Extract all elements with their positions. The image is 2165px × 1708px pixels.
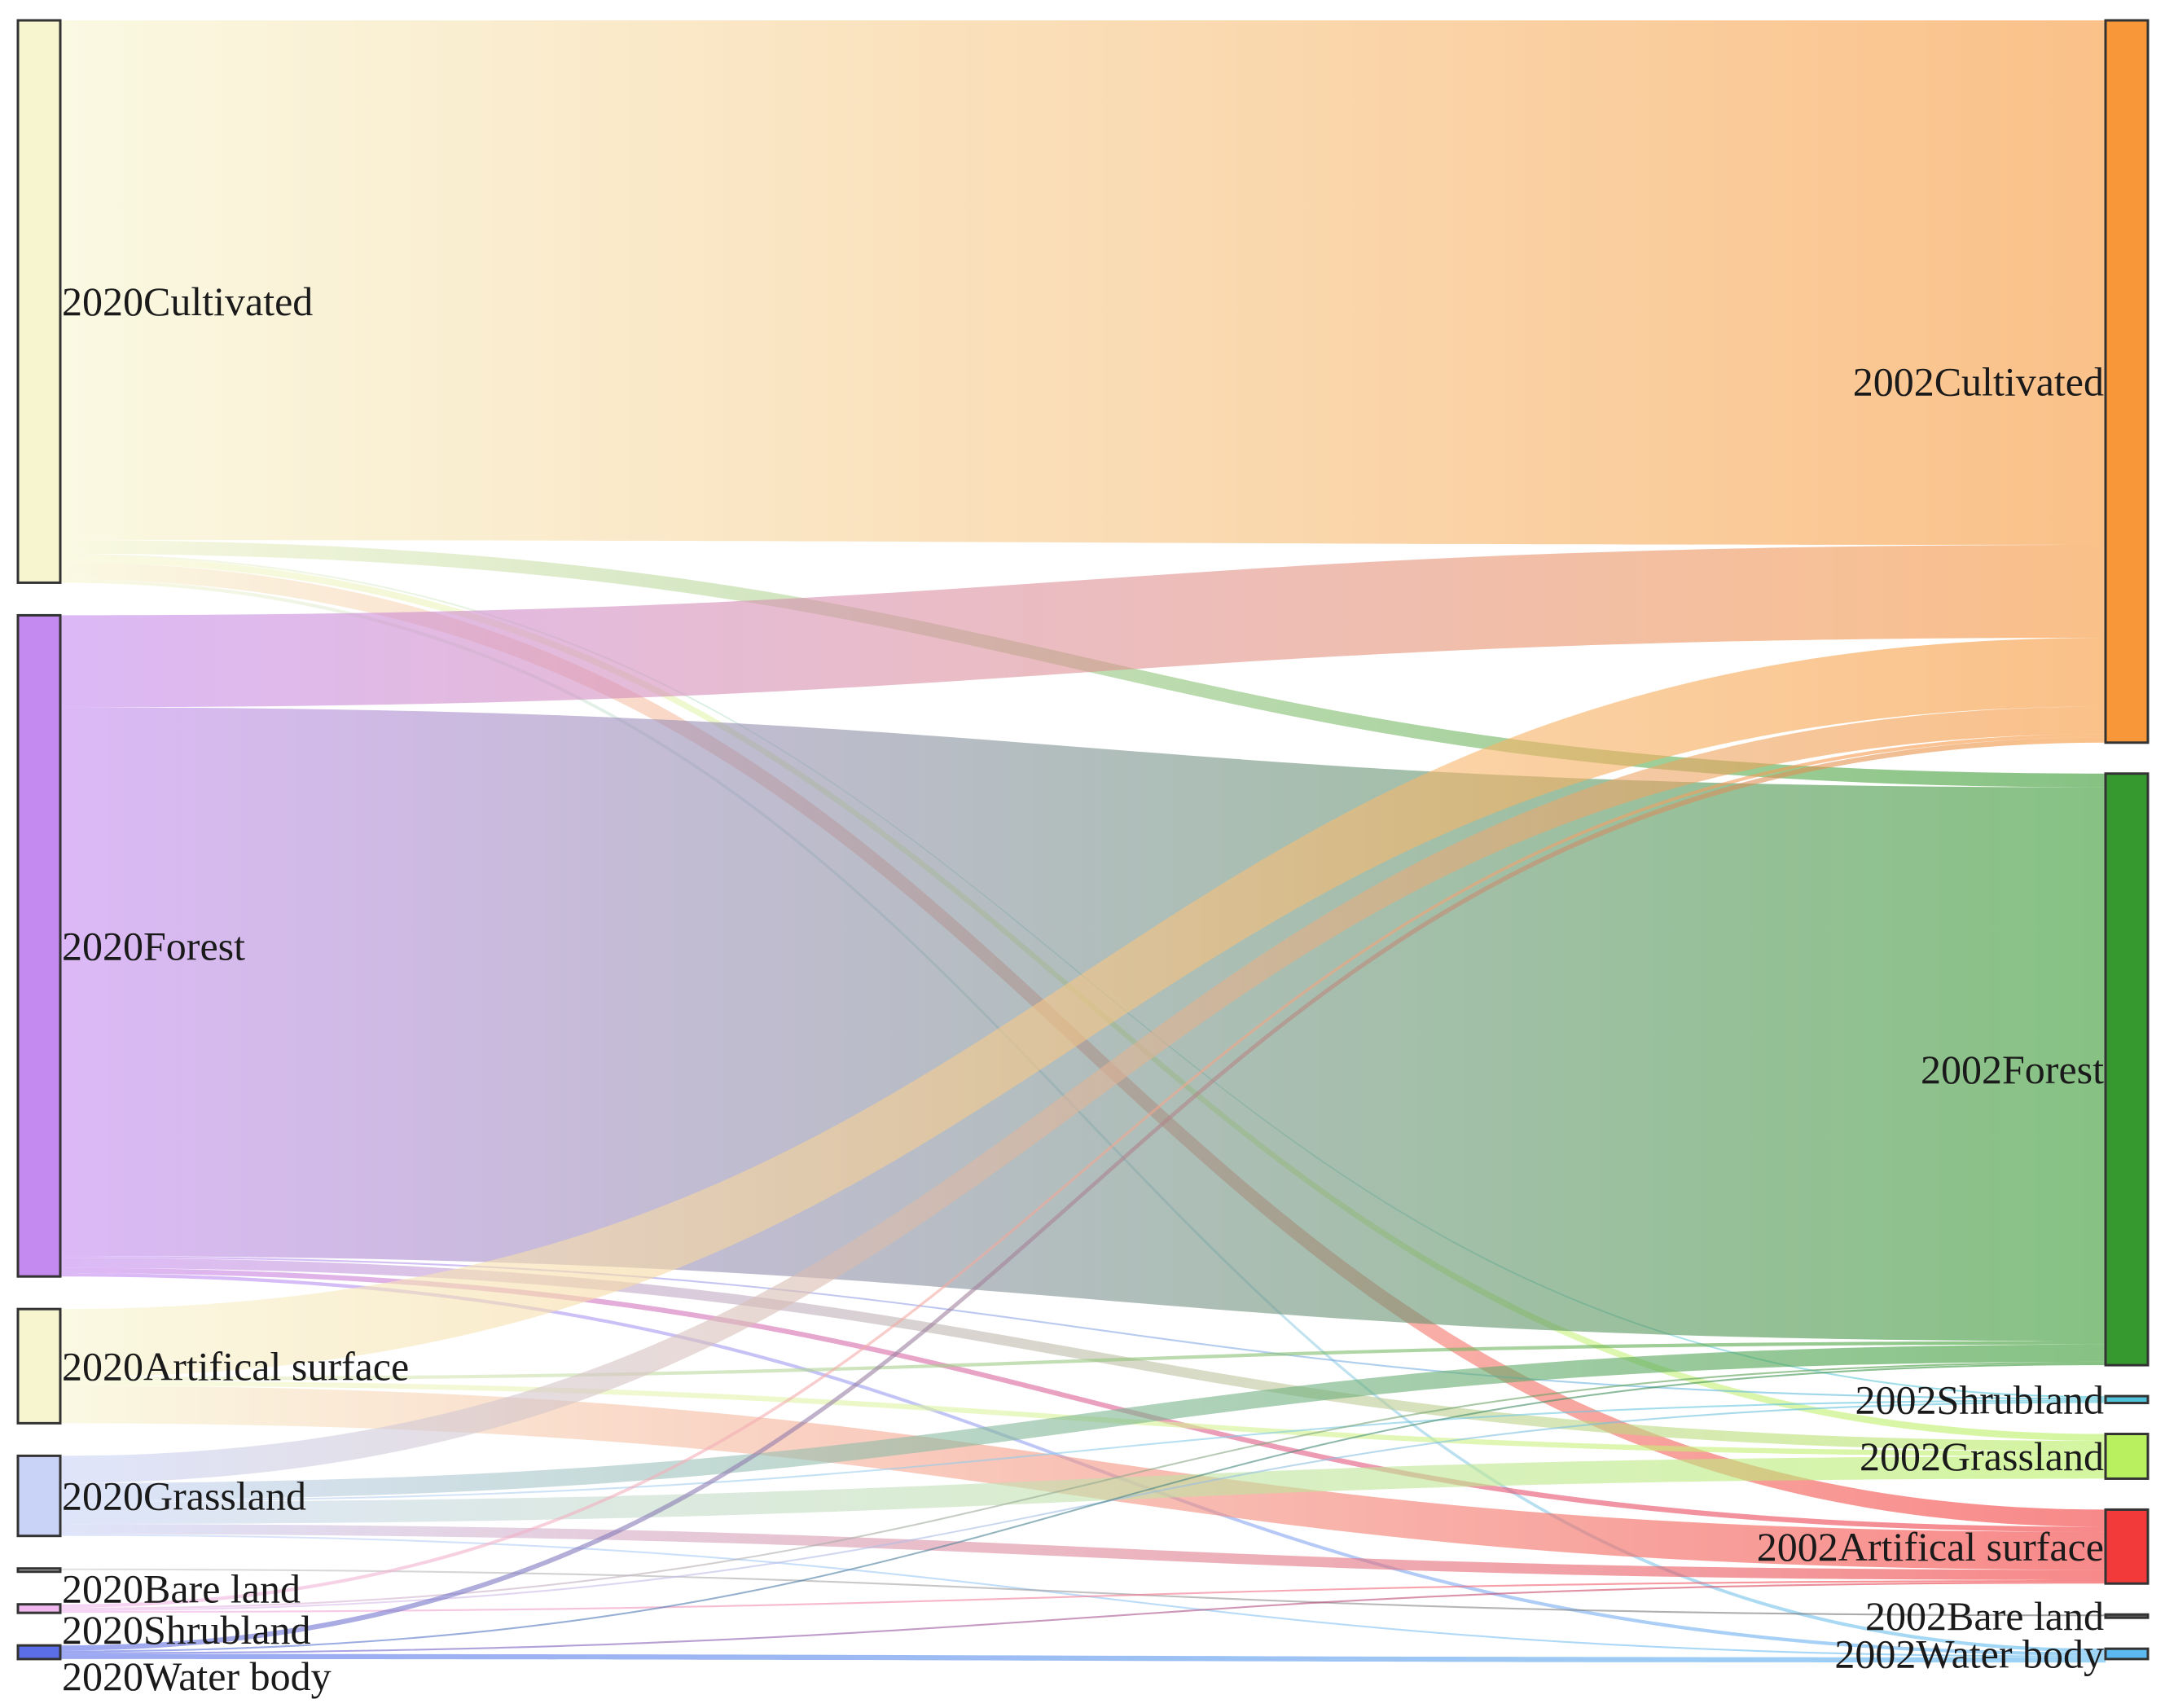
link-2020grassland-to-2002cultivated <box>60 706 2106 1483</box>
link-2020grassland-to-2002grassland <box>60 1456 2106 1525</box>
label-2002forest: 2002Forest <box>1921 1047 2104 1092</box>
label-2002cultivated: 2002Cultivated <box>1853 358 2104 404</box>
link-2020water-body-to-2002artifical-surface <box>60 1582 2106 1654</box>
node-2020water-body <box>16 1644 62 1661</box>
label-2002bare-land: 2002Bare land <box>1865 1593 2104 1639</box>
link-2020shrubland-to-2002artifical-surface <box>60 1579 2106 1614</box>
label-2020grassland: 2020Grassland <box>62 1473 306 1519</box>
link-2020shrubland-to-2002forest <box>60 1361 2106 1609</box>
label-2020artifical-surface: 2020Artifical surface <box>62 1343 409 1389</box>
label-2002water-body: 2002Water body <box>1834 1631 2104 1677</box>
sankey-labels: 2020Cultivated 2020Forest 2020Artifical su… <box>62 279 2104 1699</box>
sankey-nodes <box>16 19 2150 1661</box>
sankey-links <box>60 20 2106 1663</box>
link-2020cultivated-to-2002cultivated <box>60 20 2106 545</box>
link-2020artifical-surface-to-2002cultivated <box>60 637 2106 1377</box>
label-2002grassland: 2002Grassland <box>1860 1434 2104 1479</box>
node-2020forest <box>16 613 62 1278</box>
node-2002bare-land <box>2104 1613 2150 1619</box>
link-2020forest-to-2002shrubland <box>60 1256 2106 1400</box>
link-2020grassland-to-2002forest <box>60 1344 2106 1500</box>
label-2002artifical-surface: 2002Artifical surface <box>1757 1524 2104 1570</box>
label-2002shrubland: 2002Shrubland <box>1855 1376 2104 1422</box>
link-2020water-body-to-2002cultivated <box>60 737 2106 1651</box>
link-2020shrubland-to-2002shrubland <box>60 1401 2106 1612</box>
link-2020grassland-to-2002shrubland <box>60 1399 2106 1502</box>
link-2020water-body-to-2002forest <box>60 1363 2106 1653</box>
link-2020forest-to-2002grassland <box>60 1258 2106 1451</box>
link-2020water-body-to-2002water-body <box>60 1653 2106 1663</box>
node-2002grassland <box>2104 1433 2150 1480</box>
link-2020artifical-surface-to-2002forest <box>60 1341 2106 1381</box>
link-2020forest-to-2002artifical-surface <box>60 1267 2106 1532</box>
link-2020forest-to-2002cultivated <box>60 544 2106 708</box>
node-2002shrubland <box>2104 1394 2150 1405</box>
label-2020bare-land: 2020Bare land <box>62 1566 301 1612</box>
node-2020shrubland <box>16 1603 62 1614</box>
node-2002forest <box>2104 772 2150 1367</box>
label-2020forest: 2020Forest <box>62 923 245 968</box>
node-2002artifical-surface <box>2104 1508 2150 1585</box>
link-2020shrubland-to-2002cultivated <box>60 734 2106 1608</box>
link-2020grassland-to-2002artifical-surface <box>60 1524 2106 1580</box>
label-2020cultivated: 2020Cultivated <box>62 279 313 324</box>
link-2020bare-land-to-2002bare-land <box>60 1568 2106 1617</box>
node-2020grassland <box>16 1454 62 1538</box>
node-2002cultivated <box>2104 19 2150 744</box>
node-2020bare-land <box>16 1567 62 1574</box>
label-2020shrubland: 2020Shrubland <box>62 1607 311 1653</box>
link-2020artifical-surface-to-2002artifical-surface <box>60 1385 2106 1570</box>
node-2020cultivated <box>16 19 62 584</box>
node-2002water-body <box>2104 1647 2150 1661</box>
label-2020water-body: 2020Water body <box>62 1653 332 1699</box>
node-2020artifical-surface <box>16 1307 62 1425</box>
